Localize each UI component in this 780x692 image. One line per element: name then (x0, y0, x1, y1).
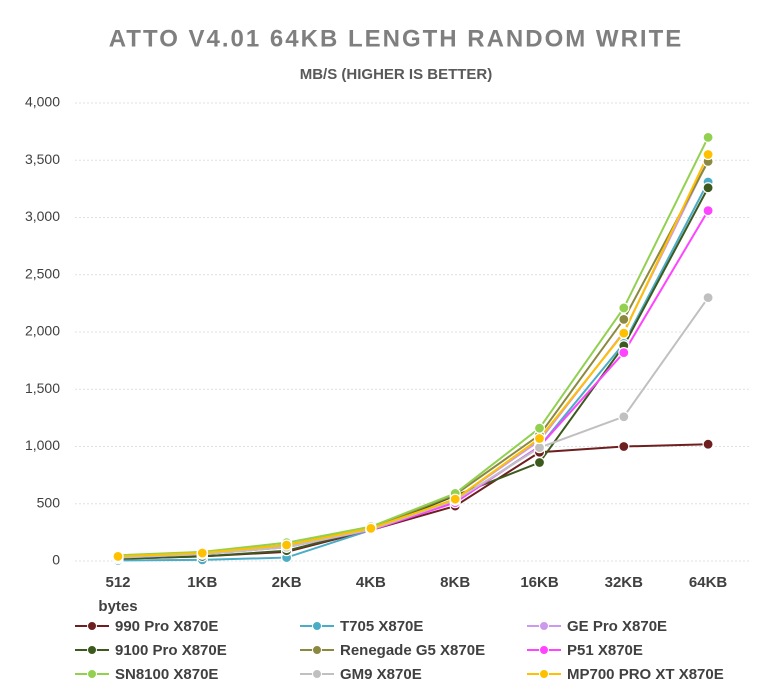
data-point (702, 438, 714, 450)
data-point (533, 422, 546, 434)
legend-label: 9100 Pro X870E (115, 642, 227, 659)
y-tick-label: 0 (52, 552, 60, 568)
y-tick-label: 1,500 (25, 380, 60, 396)
chart-title: ATTO V4.01 64KB LENGTH RANDOM WRITE (109, 25, 684, 52)
legend-label: P51 X870E (567, 642, 643, 659)
data-point (449, 493, 461, 505)
y-tick-label: 1,000 (25, 437, 60, 453)
data-point (533, 442, 546, 454)
series-line (117, 443, 709, 560)
x-tick-label: 1KB (187, 574, 218, 591)
x-tick-label: 16KB (520, 574, 559, 591)
y-tick-label: 2,000 (25, 323, 60, 339)
legend-marker (539, 645, 549, 655)
legend-marker (312, 669, 322, 679)
legend-label: SN8100 X870E (115, 666, 218, 683)
x-tick-label: 64KB (688, 574, 728, 591)
legend-label: Renegade G5 X870E (340, 642, 485, 659)
data-point (702, 292, 714, 304)
data-point (618, 302, 630, 314)
series-line (117, 136, 709, 557)
series-line (117, 159, 709, 559)
legend-label: GE Pro X870E (567, 618, 667, 635)
legend-marker (312, 621, 322, 631)
legend-marker (539, 621, 549, 631)
data-point (112, 550, 124, 563)
data-point (702, 205, 714, 217)
legend-marker (539, 669, 549, 679)
legend-marker (87, 621, 97, 631)
legend-label: T705 X870E (340, 618, 423, 635)
data-point (618, 347, 630, 359)
data-point (702, 131, 714, 143)
data-point (618, 411, 630, 423)
y-tick-label: 3,000 (25, 208, 60, 224)
data-point (533, 456, 546, 469)
legend-marker (87, 669, 97, 679)
data-point (618, 327, 630, 339)
x-tick-label: 32KB (604, 574, 643, 591)
chart-subtitle: MB/S (HIGHER IS BETTER) (300, 66, 493, 83)
legend-label: 990 Pro X870E (115, 618, 218, 635)
series-line (117, 297, 709, 559)
series-line (117, 160, 709, 558)
y-tick-label: 4,000 (25, 94, 60, 110)
y-tick-label: 500 (37, 494, 61, 510)
data-point (281, 539, 293, 551)
data-point (365, 522, 377, 534)
data-point (196, 547, 208, 559)
data-point (702, 148, 714, 161)
y-tick-label: 2,500 (25, 265, 60, 281)
data-point (618, 440, 630, 453)
x-tick-label: 8KB (440, 574, 471, 591)
x-tick-label: 512 bytes (98, 574, 138, 615)
data-point (618, 313, 630, 326)
x-tick-label: 4KB (355, 574, 386, 591)
series-line (117, 187, 709, 560)
legend-marker (312, 645, 322, 655)
series-line (117, 210, 709, 559)
legend-label: MP700 PRO XT X870E (567, 666, 724, 683)
y-tick-label: 3,500 (25, 151, 60, 167)
legend-label: GM9 X870E (340, 666, 422, 683)
data-point (702, 182, 714, 194)
legend-marker (87, 645, 97, 655)
data-point (533, 432, 546, 445)
x-tick-label: 2KB (271, 574, 302, 591)
series-line (117, 154, 710, 558)
